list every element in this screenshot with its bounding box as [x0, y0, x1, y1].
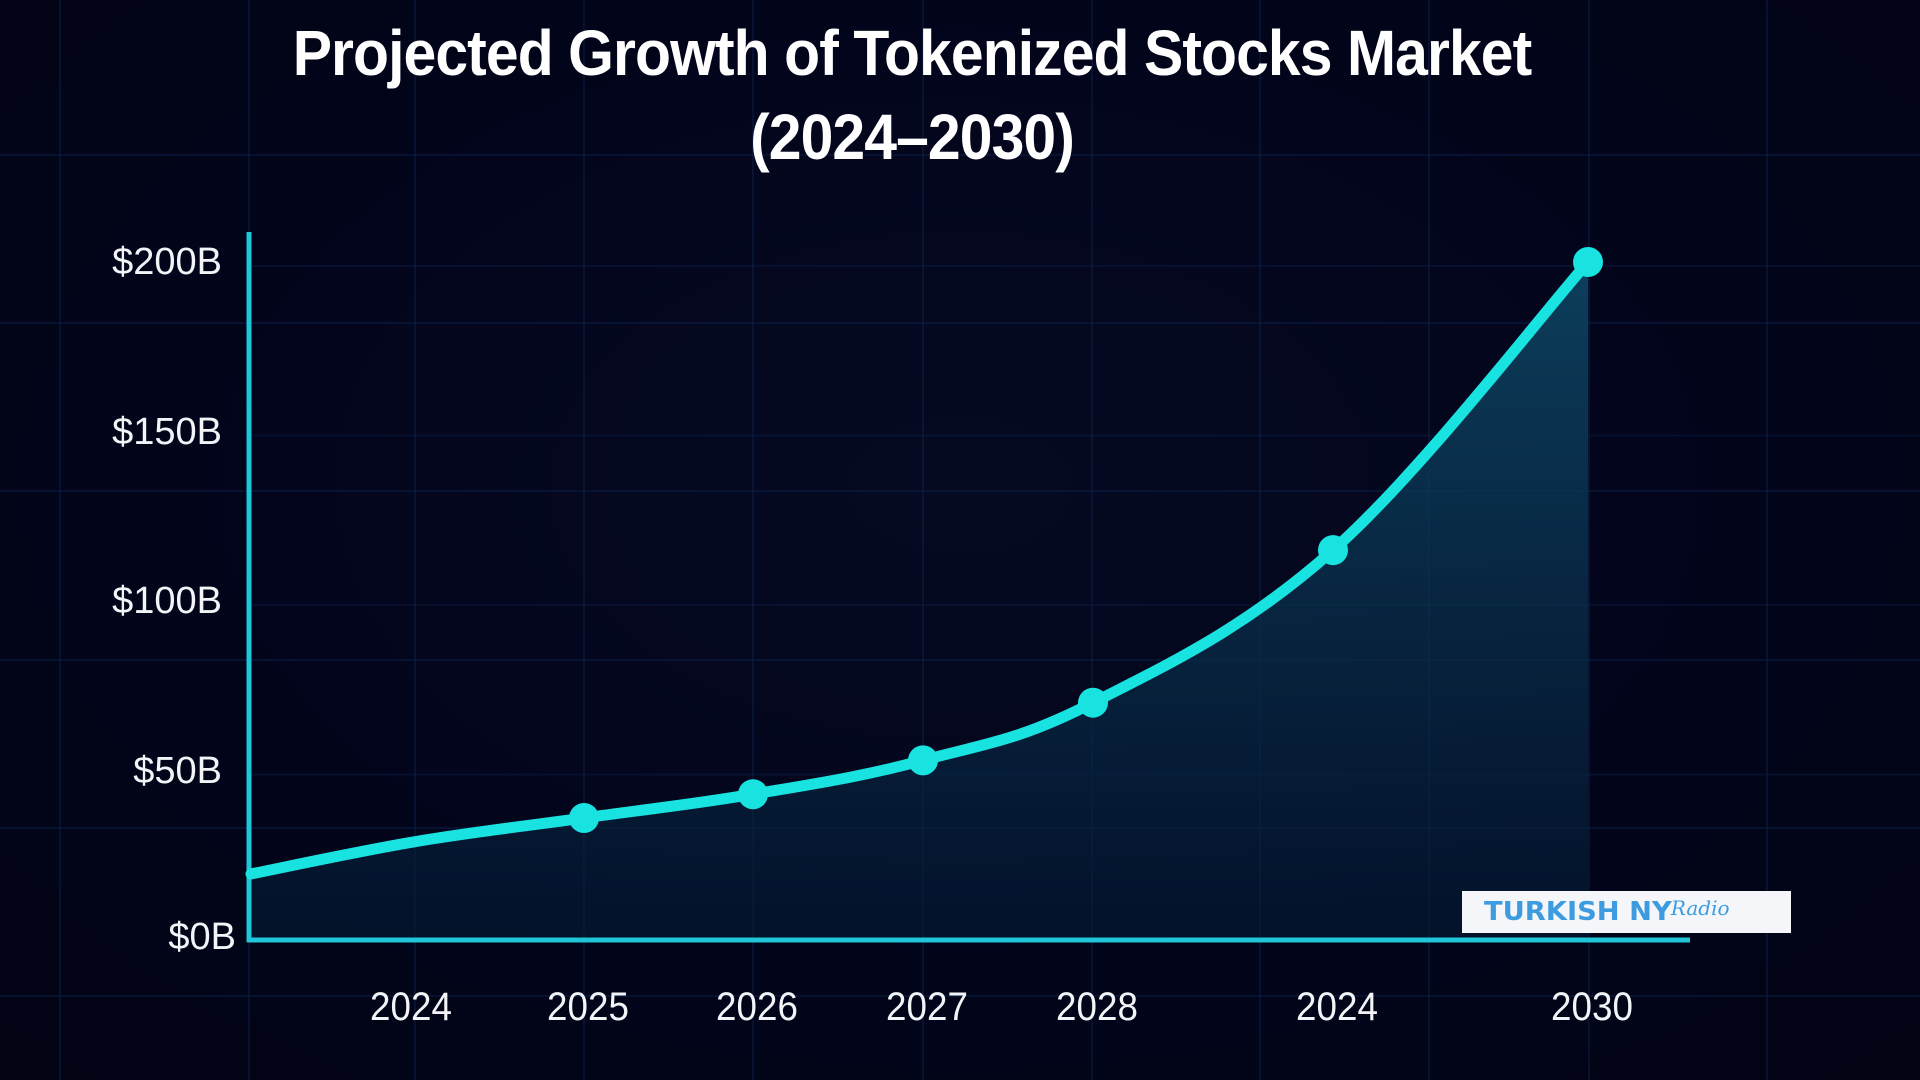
data-point-marker	[908, 745, 938, 776]
x-tick-label: 2028	[1056, 985, 1138, 1029]
chart-title: Projected Growth of Tokenized Stocks Mar…	[292, 17, 1533, 89]
watermark-main-text: TURKISH NY	[1484, 897, 1672, 927]
y-tick-label: $50B	[133, 749, 222, 792]
x-tick-label: 2030	[1551, 985, 1633, 1029]
data-markers	[569, 247, 1603, 833]
x-tick-label: 2027	[886, 985, 968, 1029]
y-tick-label: $150B	[112, 410, 222, 453]
data-point-marker	[1078, 687, 1108, 718]
watermark-logo: TURKISH NY Radio	[1462, 891, 1791, 933]
x-tick-label: 2026	[716, 985, 798, 1029]
data-point-marker	[569, 802, 599, 833]
series-line	[245, 256, 1594, 880]
data-point-marker	[1573, 247, 1603, 277]
y-tick-label: $0B	[168, 916, 236, 958]
watermark-script-text: Radio	[1670, 896, 1730, 920]
x-tick-label: 2025	[547, 985, 629, 1029]
data-point-marker	[1318, 535, 1348, 566]
data-point-marker	[738, 779, 768, 810]
y-tick-label: $100B	[112, 580, 222, 622]
x-tick-label: 2024	[1296, 985, 1378, 1029]
area-fill	[249, 262, 1588, 940]
x-tick-label: 2024	[370, 985, 452, 1029]
y-tick-label: $200B	[112, 241, 222, 283]
chart-subtitle: (2024–2030)	[750, 101, 1075, 173]
